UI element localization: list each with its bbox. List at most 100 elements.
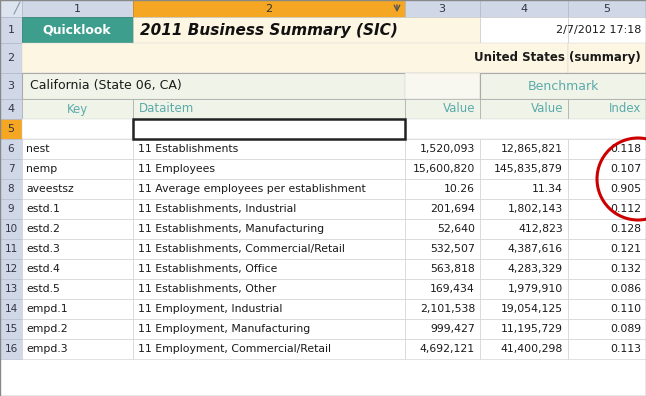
Text: 16: 16: [5, 344, 17, 354]
Text: 4,283,329: 4,283,329: [508, 264, 563, 274]
Bar: [405, 199, 480, 219]
Bar: [480, 139, 568, 159]
Bar: [0, 239, 22, 259]
Text: 11 Employees: 11 Employees: [138, 164, 215, 174]
Bar: [568, 43, 646, 73]
Text: estd.2: estd.2: [26, 224, 60, 234]
Text: 0.107: 0.107: [610, 164, 641, 174]
Bar: [405, 73, 480, 99]
Text: 1,979,910: 1,979,910: [508, 284, 563, 294]
Text: 0.132: 0.132: [610, 264, 641, 274]
Bar: [0, 339, 22, 359]
Bar: [133, 0, 405, 17]
Text: estd.5: estd.5: [26, 284, 60, 294]
Bar: [0, 0, 22, 17]
Text: estd.1: estd.1: [26, 204, 60, 214]
Bar: [568, 179, 646, 199]
Bar: [133, 299, 405, 319]
Text: 1,520,093: 1,520,093: [420, 144, 475, 154]
Text: 3: 3: [439, 4, 446, 13]
Text: 13: 13: [5, 284, 17, 294]
Text: 2: 2: [8, 53, 15, 63]
Bar: [0, 279, 22, 299]
Bar: [405, 219, 480, 239]
Bar: [568, 319, 646, 339]
Bar: [405, 99, 480, 119]
Bar: [405, 159, 480, 179]
Text: 11 Establishments, Other: 11 Establishments, Other: [138, 284, 276, 294]
Text: 19,054,125: 19,054,125: [501, 304, 563, 314]
Text: 3: 3: [8, 81, 14, 91]
Text: 11.34: 11.34: [532, 184, 563, 194]
Bar: [22, 43, 568, 73]
Bar: [480, 259, 568, 279]
Text: Value: Value: [443, 103, 475, 116]
Text: 0.113: 0.113: [610, 344, 641, 354]
Bar: [568, 139, 646, 159]
Bar: [22, 17, 133, 43]
Bar: [0, 219, 22, 239]
Text: 11,195,729: 11,195,729: [501, 324, 563, 334]
Bar: [405, 0, 480, 17]
Text: 532,507: 532,507: [430, 244, 475, 254]
Bar: [480, 0, 568, 17]
Text: Quicklook: Quicklook: [43, 23, 111, 36]
Bar: [568, 17, 646, 43]
Bar: [568, 219, 646, 239]
Text: 41,400,298: 41,400,298: [501, 344, 563, 354]
Bar: [22, 299, 133, 319]
Bar: [0, 299, 22, 319]
Text: 0.110: 0.110: [610, 304, 641, 314]
Bar: [0, 139, 22, 159]
Bar: [0, 73, 22, 99]
Text: Dataitem: Dataitem: [139, 103, 194, 116]
Bar: [22, 199, 133, 219]
Bar: [0, 43, 22, 73]
Text: 563,818: 563,818: [430, 264, 475, 274]
Bar: [480, 179, 568, 199]
Text: 4: 4: [8, 104, 15, 114]
Text: 14: 14: [5, 304, 17, 314]
Text: 8: 8: [8, 184, 14, 194]
Text: 1: 1: [74, 4, 81, 13]
Text: 2: 2: [266, 4, 273, 13]
Bar: [568, 159, 646, 179]
Bar: [0, 159, 22, 179]
Text: 2,101,538: 2,101,538: [420, 304, 475, 314]
Bar: [480, 73, 646, 99]
Bar: [22, 73, 405, 99]
Text: 0.089: 0.089: [610, 324, 641, 334]
Bar: [133, 179, 405, 199]
Text: 11: 11: [5, 244, 17, 254]
Text: 0.128: 0.128: [610, 224, 641, 234]
Text: 0.905: 0.905: [610, 184, 641, 194]
Text: 4: 4: [521, 4, 528, 13]
Bar: [405, 139, 480, 159]
Bar: [480, 279, 568, 299]
Bar: [568, 99, 646, 119]
Bar: [480, 17, 568, 43]
Text: Index: Index: [609, 103, 641, 116]
Text: 11 Establishments, Office: 11 Establishments, Office: [138, 264, 277, 274]
Text: 11 Employment, Industrial: 11 Employment, Industrial: [138, 304, 282, 314]
Bar: [133, 219, 405, 239]
Text: United States (summary): United States (summary): [474, 51, 641, 65]
Bar: [568, 339, 646, 359]
Text: empd.1: empd.1: [26, 304, 68, 314]
Bar: [22, 0, 133, 17]
Text: estd.4: estd.4: [26, 264, 60, 274]
Text: estd.3: estd.3: [26, 244, 60, 254]
Text: Value: Value: [530, 103, 563, 116]
Bar: [22, 259, 133, 279]
Bar: [480, 239, 568, 259]
Text: 12: 12: [5, 264, 17, 274]
Text: 145,835,879: 145,835,879: [494, 164, 563, 174]
Bar: [568, 0, 646, 17]
Text: California (State 06, CA): California (State 06, CA): [30, 80, 182, 93]
Bar: [568, 199, 646, 219]
Bar: [133, 319, 405, 339]
Bar: [22, 339, 133, 359]
Text: 0.121: 0.121: [610, 244, 641, 254]
Bar: [133, 259, 405, 279]
Bar: [480, 159, 568, 179]
